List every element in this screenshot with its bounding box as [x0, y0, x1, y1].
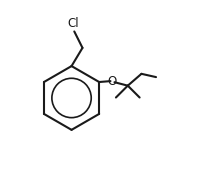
Text: Cl: Cl	[68, 17, 79, 30]
Text: O: O	[108, 75, 117, 88]
